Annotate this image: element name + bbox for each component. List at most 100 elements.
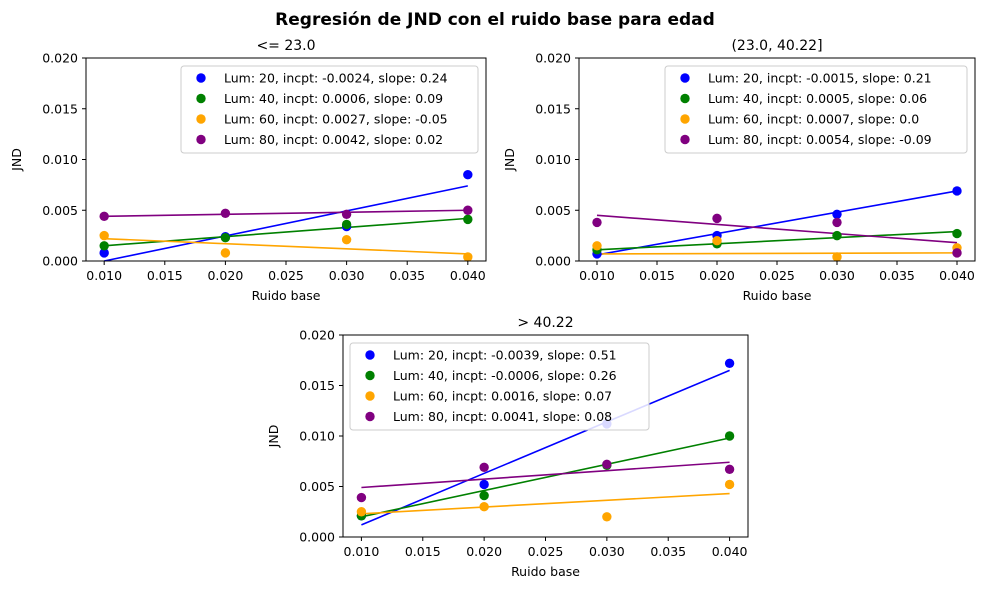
legend-label-series-3: Lum: 60, incpt: 0.0027, slope: -0.05 (224, 112, 448, 127)
data-point-series-2-1 (99, 241, 109, 251)
regression-line-series-3 (104, 237, 468, 255)
x-tick-label: 0.010 (86, 268, 122, 283)
legend: Lum: 20, incpt: -0.0024, slope: 0.24 Lum:… (180, 65, 479, 154)
x-tick-label: 0.030 (329, 268, 365, 283)
y-tick-label: 0.020 (42, 51, 78, 66)
y-tick-label: 0.010 (299, 429, 335, 444)
x-tick-label: 0.025 (268, 268, 304, 283)
data-point-series-1-4 (724, 358, 735, 368)
y-axis-label: JND (9, 148, 24, 172)
legend-marker-series-2 (680, 93, 690, 104)
subplot-1: <= 23.0 0.010 0.015 0.020 0.025 0.030 0.035 0.0… (9, 38, 487, 303)
legend-label-series-2: Lum: 40, incpt: -0.0006, slope: 0.26 (393, 368, 617, 383)
y-tick-label: 0.000 (299, 530, 335, 545)
data-point-series-4-3 (602, 459, 612, 469)
regression-line-series-2 (361, 437, 730, 518)
data-point-series-4-1 (592, 217, 602, 228)
legend-marker-series-1 (365, 350, 375, 360)
regression-line-series-3 (596, 252, 958, 255)
data-point-series-3-4 (463, 252, 473, 262)
legend: Lum: 20, incpt: -0.0015, slope: 0.21 Lum:… (664, 65, 968, 154)
x-tick-label: 0.015 (639, 268, 675, 283)
regression-line-series-4 (104, 209, 468, 218)
legend-box (180, 65, 479, 154)
x-tick-label: 0.040 (712, 544, 748, 559)
x-tick-label: 0.020 (699, 268, 735, 283)
legend-label-series-4: Lum: 80, incpt: 0.0054, slope: -0.09 (708, 132, 932, 147)
subplot-title: (23.0, 40.22] (731, 38, 822, 54)
subplot-title: > 40.22 (517, 315, 573, 331)
subplot-2: (23.0, 40.22] 0.010 0.015 0.020 0.025 0.030 0.… (502, 38, 976, 303)
subplot-3: > 40.22 0.010 0.015 0.020 0.025 0.030 0.035 0.0… (266, 315, 749, 579)
data-point-series-2-3 (341, 219, 352, 230)
regression-line-series-4 (596, 214, 958, 244)
regression-line-series-3 (361, 492, 730, 515)
y-tick-label: 0.020 (535, 51, 571, 66)
legend-marker-series-4 (680, 134, 690, 145)
data-point-series-2-4 (463, 214, 473, 225)
x-tick-label: 0.015 (147, 268, 183, 283)
x-tick-label: 0.025 (759, 268, 795, 283)
x-tick-label: 0.015 (405, 544, 441, 559)
data-point-series-3-1 (356, 507, 367, 517)
x-axis-label: Ruido base (252, 288, 321, 303)
data-point-series-3-3 (602, 512, 612, 522)
data-point-series-3-2 (479, 502, 489, 512)
data-point-series-3-3 (341, 234, 352, 245)
y-tick-label: 0.000 (535, 254, 571, 269)
y-tick-label: 0.015 (299, 378, 335, 393)
x-tick-label: 0.010 (344, 544, 380, 559)
data-point-series-1-2 (479, 479, 489, 490)
regression-line-series-1 (104, 185, 468, 262)
regression-line-series-1 (596, 190, 958, 256)
data-point-series-3-2 (220, 248, 231, 258)
data-point-series-3-1 (592, 241, 602, 251)
x-tick-label: 0.035 (650, 544, 686, 559)
data-point-series-2-3 (832, 230, 842, 241)
x-tick-label: 0.035 (879, 268, 915, 283)
x-tick-label: 0.040 (939, 268, 975, 283)
legend-label-series-2: Lum: 40, incpt: 0.0005, slope: 0.06 (708, 91, 927, 106)
y-tick-label: 0.010 (42, 152, 78, 167)
subplot-panels: <= 23.0 0.010 0.015 0.020 0.025 0.030 0.035 0.0… (9, 38, 976, 579)
legend: Lum: 20, incpt: -0.0039, slope: 0.51 Lum:… (349, 342, 650, 431)
figure-suptitle: Regresión de JND con el ruido base para … (275, 10, 715, 30)
legend-marker-series-4 (196, 134, 206, 145)
x-tick-label: 0.030 (819, 268, 855, 283)
regression-line-series-1 (361, 369, 730, 526)
y-tick-label: 0.015 (42, 101, 78, 116)
data-point-series-4-3 (341, 209, 352, 220)
data-point-series-3-1 (99, 230, 109, 241)
data-point-series-4-2 (220, 208, 231, 218)
legend-marker-series-3 (196, 114, 206, 124)
data-point-series-4-4 (724, 464, 735, 475)
legend-label-series-3: Lum: 60, incpt: 0.0007, slope: 0.0 (708, 112, 919, 127)
data-point-series-4-3 (832, 217, 842, 228)
legend-label-series-1: Lum: 20, incpt: -0.0024, slope: 0.24 (224, 71, 448, 86)
legend-marker-series-3 (680, 114, 690, 124)
x-axis-label: Ruido base (511, 564, 580, 579)
legend-marker-series-2 (365, 370, 375, 381)
legend-label-series-2: Lum: 40, incpt: 0.0006, slope: 0.09 (224, 91, 443, 106)
y-tick-label: 0.015 (535, 101, 571, 116)
data-point-series-4-1 (99, 211, 109, 222)
y-tick-label: 0.020 (299, 328, 335, 343)
x-tick-label: 0.030 (589, 544, 625, 559)
legend-marker-series-3 (365, 391, 375, 401)
regression-line-series-4 (361, 461, 730, 489)
y-tick-label: 0.005 (299, 479, 335, 494)
x-tick-label: 0.020 (207, 268, 243, 283)
data-point-series-4-1 (356, 492, 367, 503)
subplot-title: <= 23.0 (256, 38, 315, 54)
data-point-series-4-2 (479, 462, 489, 473)
regression-line-series-2 (596, 230, 958, 251)
legend-label-series-3: Lum: 60, incpt: 0.0016, slope: 0.07 (393, 389, 612, 404)
legend-box (349, 342, 650, 431)
data-point-series-2-2 (220, 232, 231, 243)
y-axis-label: JND (502, 148, 517, 172)
data-point-series-2-2 (479, 490, 489, 501)
data-point-series-1-4 (952, 186, 962, 196)
data-point-series-4-2 (712, 213, 722, 224)
legend-marker-series-4 (365, 411, 375, 422)
